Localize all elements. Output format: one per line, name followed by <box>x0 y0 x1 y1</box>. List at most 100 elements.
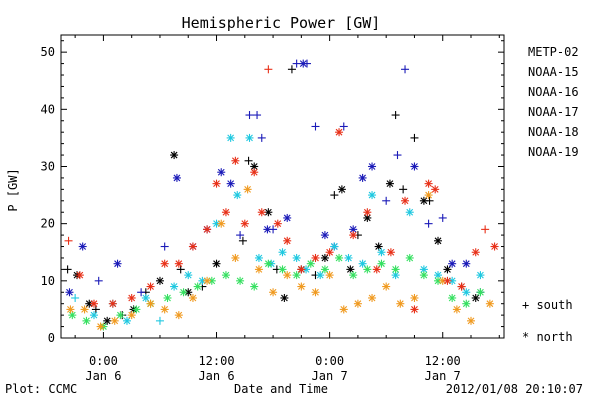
data-point-south <box>438 213 447 222</box>
data-point-south <box>287 65 296 74</box>
data-point-north <box>263 225 272 234</box>
data-point-north <box>306 259 315 268</box>
data-point-north <box>163 293 172 302</box>
y-tick-label: 30 <box>41 159 55 173</box>
data-point-north <box>353 299 362 308</box>
data-point-south <box>382 196 391 205</box>
data-point-north <box>283 236 292 245</box>
x-tick-date-label: Jan 7 <box>425 369 461 383</box>
data-point-north <box>174 259 183 268</box>
data-point-south <box>257 133 266 142</box>
data-point-north <box>434 236 443 245</box>
series-noaa-15 <box>65 59 485 297</box>
data-point-south <box>391 111 400 120</box>
data-point-north <box>132 305 141 314</box>
data-point-south <box>424 219 433 228</box>
data-point-north <box>297 265 306 274</box>
data-point-south <box>91 305 100 314</box>
data-point-north <box>335 128 344 137</box>
data-point-north <box>203 276 212 285</box>
data-point-north <box>236 276 245 285</box>
data-point-north <box>245 133 254 142</box>
data-point-south <box>481 225 490 234</box>
legend-entry: NOAA-18 <box>528 125 579 139</box>
data-point-north <box>280 293 289 302</box>
data-point-north <box>410 293 419 302</box>
data-point-north <box>424 191 433 200</box>
data-point-north <box>278 265 287 274</box>
data-point-south <box>236 231 245 240</box>
data-point-north <box>462 299 471 308</box>
data-point-north <box>264 259 273 268</box>
data-point-south <box>410 133 419 142</box>
data-point-north <box>155 276 164 285</box>
y-axis-label: P [GW] <box>6 168 20 211</box>
data-point-north <box>160 305 169 314</box>
data-point-south <box>339 122 348 131</box>
legend-south-marker: + south <box>522 298 573 312</box>
data-point-north <box>320 231 329 240</box>
data-point-north <box>391 265 400 274</box>
x-tick-date-label: Jan 6 <box>198 369 234 383</box>
data-point-north <box>231 253 240 262</box>
y-tick-label: 10 <box>41 274 55 288</box>
data-point-north <box>212 179 221 188</box>
data-point-north <box>82 316 91 325</box>
legend-entry: NOAA-16 <box>528 85 579 99</box>
data-point-north <box>193 282 202 291</box>
data-point-north <box>462 259 471 268</box>
data-point-north <box>434 271 443 280</box>
data-point-north <box>424 179 433 188</box>
data-point-south <box>311 122 320 131</box>
data-point-south <box>269 225 278 234</box>
data-point-north <box>113 259 122 268</box>
data-point-south <box>155 316 164 325</box>
data-point-north <box>490 242 499 251</box>
data-point-north <box>396 299 405 308</box>
data-point-north <box>203 225 212 234</box>
data-point-south <box>399 185 408 194</box>
data-point-south <box>425 196 434 205</box>
data-point-north <box>250 168 259 177</box>
data-point-south <box>64 236 73 245</box>
data-point-north <box>188 293 197 302</box>
data-point-south <box>71 293 80 302</box>
data-point-north <box>467 316 476 325</box>
data-point-south <box>176 265 185 274</box>
data-point-north <box>368 293 377 302</box>
data-point-north <box>297 282 306 291</box>
data-point-north <box>250 282 259 291</box>
series-noaa-18 <box>66 185 494 331</box>
data-point-north <box>146 299 155 308</box>
data-point-south <box>244 156 253 165</box>
data-point-north <box>243 185 252 194</box>
plot-credit: Plot: CCMC <box>5 382 77 396</box>
data-point-north <box>471 293 480 302</box>
data-point-north <box>363 213 372 222</box>
data-point-north <box>316 271 325 280</box>
x-tick-time-label: 12:00 <box>425 354 461 368</box>
data-point-north <box>325 248 334 257</box>
data-point-south <box>401 65 410 74</box>
y-tick-label: 0 <box>48 331 55 345</box>
data-point-north <box>311 253 320 262</box>
legend-entry: NOAA-15 <box>528 65 579 79</box>
chart-title: Hemispheric Power [GW] <box>182 14 381 32</box>
data-point-north <box>363 265 372 274</box>
data-point-north <box>320 265 329 274</box>
data-point-south <box>63 265 72 274</box>
data-point-north <box>443 265 452 274</box>
data-point-north <box>273 219 282 228</box>
data-point-north <box>471 248 480 257</box>
data-point-north <box>240 219 249 228</box>
data-point-north <box>283 271 292 280</box>
data-point-north <box>127 293 136 302</box>
data-point-north <box>410 162 419 171</box>
data-point-north <box>405 253 414 262</box>
data-point-north <box>217 219 226 228</box>
data-point-north <box>377 248 386 257</box>
data-point-north <box>311 288 320 297</box>
data-point-north <box>476 271 485 280</box>
legend-entry: METP-02 <box>528 45 579 59</box>
